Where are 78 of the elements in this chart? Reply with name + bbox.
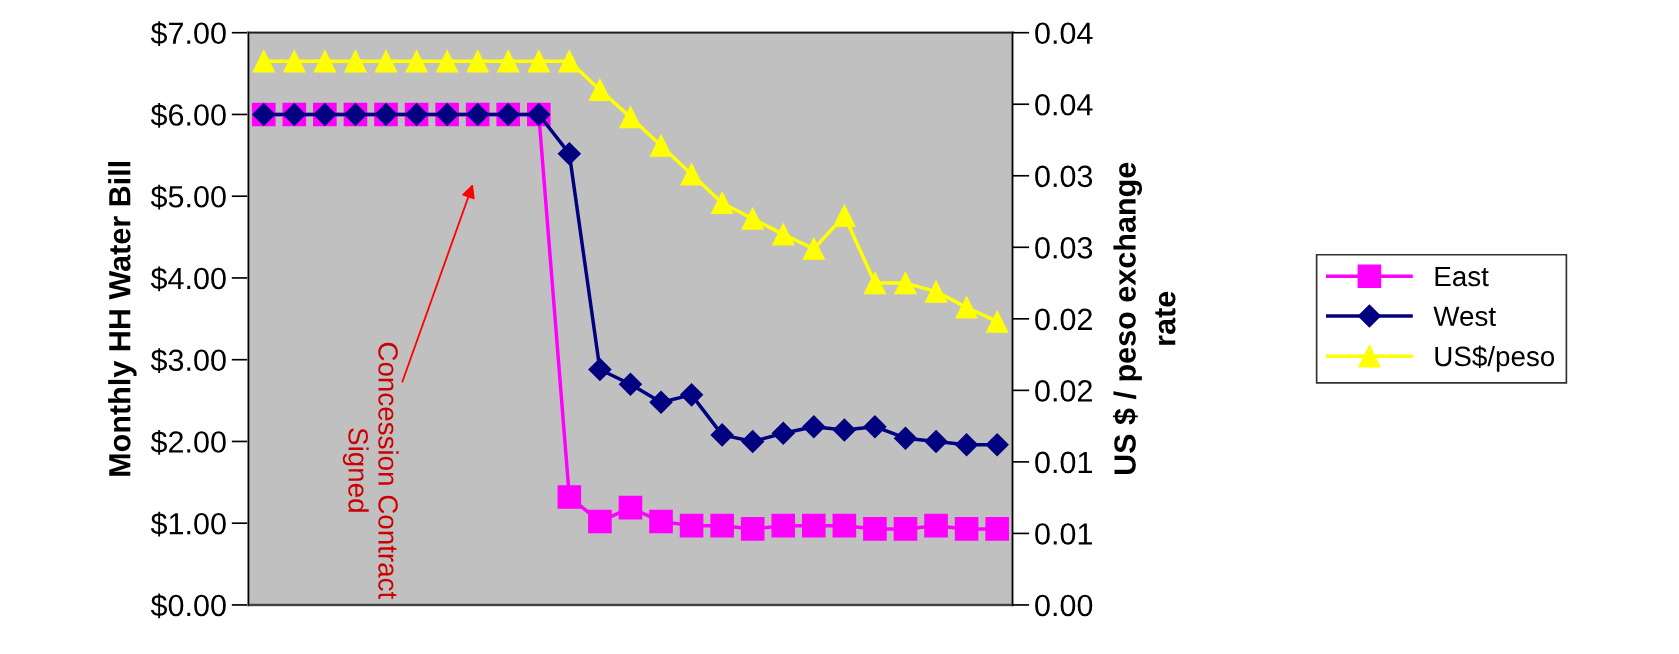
point bbox=[863, 517, 887, 541]
point bbox=[374, 50, 398, 73]
annotation: Concession Contract Signed bbox=[342, 342, 399, 600]
point bbox=[680, 163, 703, 186]
point bbox=[618, 372, 642, 396]
y-tick-label: $4.00 bbox=[150, 266, 226, 292]
point bbox=[252, 50, 275, 73]
point bbox=[954, 517, 979, 541]
point bbox=[710, 513, 734, 538]
point bbox=[924, 513, 948, 538]
legend-label: West bbox=[1433, 306, 1496, 327]
point bbox=[802, 415, 826, 439]
point bbox=[558, 50, 581, 73]
y-tick-label: $7.00 bbox=[150, 21, 226, 46]
point bbox=[680, 383, 704, 407]
y-tick-label: $5.00 bbox=[150, 184, 226, 210]
point bbox=[619, 105, 642, 129]
legend-label: US$/peso bbox=[1435, 345, 1555, 372]
point bbox=[924, 429, 948, 453]
point bbox=[557, 142, 581, 166]
point bbox=[405, 50, 428, 73]
point bbox=[924, 280, 948, 303]
y-tick-label: $6.00 bbox=[150, 102, 226, 128]
point bbox=[986, 310, 1009, 333]
legend-label: East bbox=[1435, 266, 1489, 287]
y-tick-label: $2.00 bbox=[150, 429, 226, 455]
y2-tick-label: 0.01 bbox=[1035, 451, 1092, 474]
y2-tick-label: 0.01 bbox=[1035, 523, 1092, 545]
y-axis-title: Monthly HH Water Bill bbox=[108, 161, 137, 476]
point bbox=[618, 495, 643, 520]
y2-tick-label: 0.03 bbox=[1035, 237, 1093, 259]
point bbox=[985, 517, 1009, 541]
point bbox=[588, 358, 612, 382]
point bbox=[863, 271, 887, 295]
point bbox=[955, 433, 979, 457]
y-tick-label: $0.00 bbox=[150, 593, 226, 619]
y2-tick-label: 0.03 bbox=[1035, 165, 1093, 188]
point bbox=[649, 509, 673, 534]
point bbox=[863, 415, 887, 439]
point bbox=[313, 50, 336, 73]
point bbox=[955, 296, 978, 319]
point bbox=[833, 204, 856, 227]
point bbox=[466, 50, 489, 73]
point bbox=[802, 513, 826, 538]
y2-tick-label: 0.02 bbox=[1035, 380, 1092, 402]
point bbox=[832, 418, 856, 442]
point bbox=[893, 517, 918, 541]
point bbox=[436, 50, 459, 73]
point bbox=[985, 433, 1009, 457]
point bbox=[832, 513, 857, 538]
point bbox=[497, 50, 520, 73]
point bbox=[894, 271, 917, 295]
point bbox=[588, 509, 612, 534]
point bbox=[740, 517, 765, 541]
y2-tick-label: 0.04 bbox=[1035, 22, 1093, 45]
point bbox=[283, 50, 306, 73]
y2-tick-label: 0.04 bbox=[1035, 93, 1093, 116]
point bbox=[771, 421, 795, 445]
point bbox=[771, 513, 796, 538]
point bbox=[557, 485, 582, 509]
y-tick-label: $1.00 bbox=[150, 511, 226, 537]
point bbox=[741, 429, 765, 453]
point bbox=[772, 223, 795, 246]
y-tick-label: $3.00 bbox=[150, 348, 226, 373]
point bbox=[527, 50, 550, 73]
point bbox=[710, 423, 734, 447]
point bbox=[893, 426, 917, 450]
y2-axis-title: US $ / peso exchange rate bbox=[1112, 162, 1176, 475]
point bbox=[649, 134, 673, 157]
point bbox=[588, 78, 612, 102]
point bbox=[741, 207, 764, 230]
point bbox=[711, 191, 734, 215]
y2-tick-label: 0.00 bbox=[1035, 594, 1093, 617]
point bbox=[344, 50, 367, 73]
point bbox=[802, 237, 825, 260]
point bbox=[679, 513, 704, 538]
point bbox=[649, 390, 673, 414]
y2-tick-label: 0.02 bbox=[1035, 308, 1092, 331]
